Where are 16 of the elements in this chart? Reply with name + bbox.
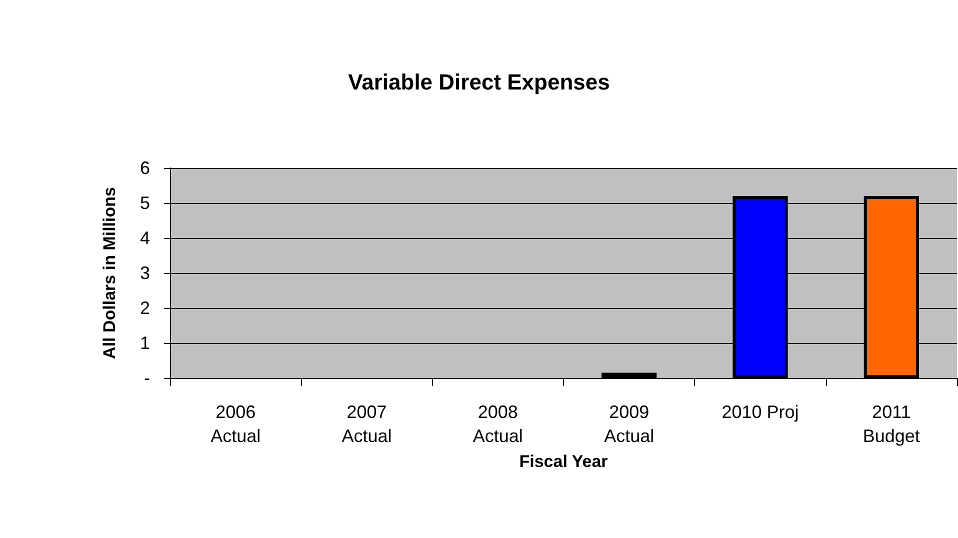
y-tick-label: 3 — [140, 263, 150, 283]
x-tick-label: 2010 Proj — [722, 402, 799, 422]
y-tick-label: 1 — [140, 333, 150, 353]
y-tick-label: 5 — [140, 193, 150, 213]
x-tick-label: 2009 Actual — [604, 402, 654, 446]
x-tick-label: 2008 Actual — [472, 402, 523, 446]
y-tick-label: 2 — [140, 298, 150, 318]
y-tick-label: 6 — [140, 158, 150, 178]
x-axis-title: Fiscal Year — [519, 452, 608, 471]
y-tick-label: 4 — [140, 228, 150, 248]
chart-title: Variable Direct Expenses — [348, 70, 610, 94]
y-axis-title: All Dollars in Millions — [100, 187, 119, 359]
y-tick-label: - — [144, 368, 150, 388]
x-tick-label: 2006 Actual — [210, 402, 261, 446]
x-tick-label: 2007 Actual — [342, 402, 392, 446]
x-tick-label: 2011 Budget — [862, 402, 920, 446]
